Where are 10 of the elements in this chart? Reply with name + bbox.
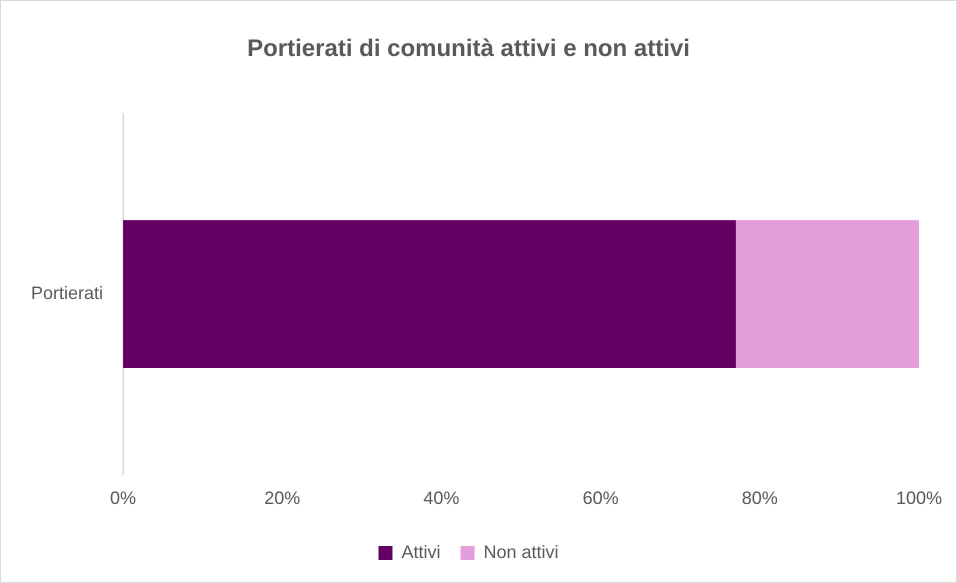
legend-label: Attivi (401, 542, 440, 562)
x-tick-label: 40% (423, 488, 460, 508)
x-tick-label: 80% (742, 488, 778, 508)
x-tick-label: 20% (264, 488, 300, 508)
x-tick-label: 0% (110, 488, 136, 508)
chart-title: Portierati di comunità attivi e non attivi (247, 35, 690, 62)
x-tick-label: 100% (896, 488, 942, 508)
x-tick-label: 60% (582, 488, 619, 508)
legend-label: Non attivi (483, 542, 559, 562)
y-tick-label: Portierati (30, 283, 104, 304)
